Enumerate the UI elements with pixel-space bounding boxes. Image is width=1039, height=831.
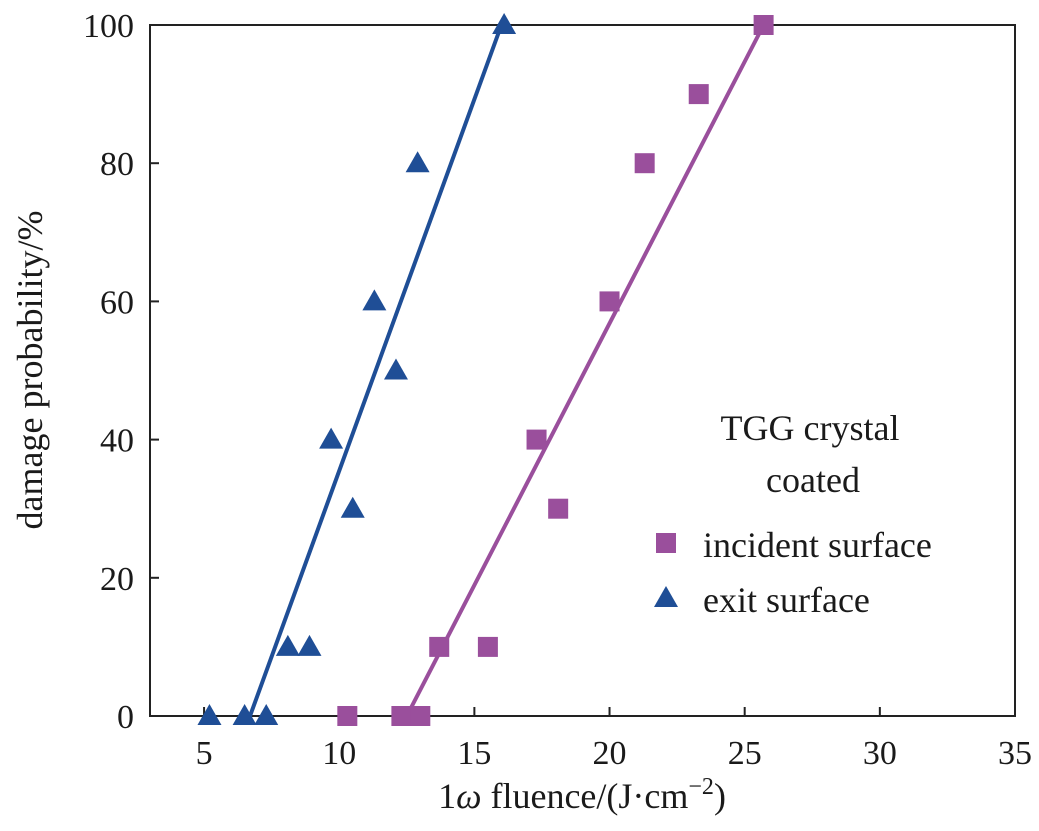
incident-surface-point xyxy=(688,84,709,105)
x-tick-label: 20 xyxy=(593,735,627,772)
fit-lines xyxy=(248,24,766,717)
incident-surface-point xyxy=(753,15,774,35)
x-tick-label: 25 xyxy=(728,735,762,772)
legend-title-line1: TGG crystal xyxy=(721,408,900,448)
exit-fit-line xyxy=(248,24,504,717)
y-tick-label: 20 xyxy=(100,561,134,598)
y-tick-label: 0 xyxy=(117,699,134,736)
incident-surface-point xyxy=(477,636,498,657)
data-points xyxy=(197,13,774,726)
x-tick-label: 10 xyxy=(322,735,356,772)
exit-surface-point xyxy=(254,704,279,725)
incident-surface-point xyxy=(337,706,358,726)
x-axis-ticks: 5 10 15 20 25 30 35 xyxy=(196,707,1032,772)
incident-surface-point xyxy=(599,291,620,312)
exit-surface-point xyxy=(383,358,408,380)
exit-surface-point xyxy=(275,634,300,656)
incident-surface-point xyxy=(429,636,450,657)
incident-surface-point xyxy=(391,706,412,726)
legend-title-line2: coated xyxy=(766,460,860,500)
y-axis-title: damage probability/% xyxy=(10,211,50,530)
incident-fit-line xyxy=(405,24,766,717)
incident-surface-point xyxy=(526,429,547,450)
y-tick-label: 40 xyxy=(100,423,134,460)
incident-legend-marker xyxy=(656,533,676,553)
exit-legend-marker xyxy=(654,586,678,607)
incident-surface-point xyxy=(634,153,655,174)
exit-surface-point xyxy=(340,496,365,518)
x-axis-title: 1ω fluence/(J·cm−2) xyxy=(438,774,726,816)
exit-surface-point xyxy=(362,289,387,311)
y-tick-label: 100 xyxy=(83,8,134,45)
exit-surface-point xyxy=(319,427,344,449)
exit-surface-point xyxy=(405,151,430,173)
x-tick-label: 15 xyxy=(457,735,491,772)
exit-surface-point xyxy=(232,704,257,725)
legend: TGG crystal coated incident surface exit … xyxy=(654,408,932,620)
exit-surface-point xyxy=(297,634,322,656)
legend-label: exit surface xyxy=(703,580,870,620)
x-tick-label: 30 xyxy=(863,735,897,772)
plot-frame xyxy=(149,24,1016,717)
exit-surface-point xyxy=(492,13,517,34)
exit-surface-point xyxy=(197,704,222,725)
x-tick-label: 35 xyxy=(998,735,1032,772)
y-tick-label: 60 xyxy=(100,284,134,321)
x-tick-label: 5 xyxy=(196,735,213,772)
legend-label: incident surface xyxy=(703,525,932,565)
y-axis-ticks: 0 20 40 60 80 100 xyxy=(83,8,159,736)
incident-surface-point xyxy=(410,706,431,726)
incident-surface-point xyxy=(548,498,569,519)
y-tick-label: 80 xyxy=(100,146,134,183)
